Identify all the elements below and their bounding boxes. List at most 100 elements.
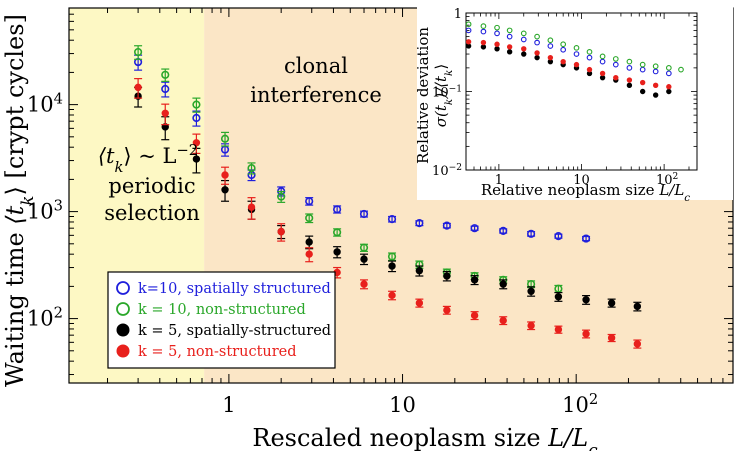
inset-data-point — [652, 92, 659, 98]
data-point — [134, 78, 143, 99]
data-point — [192, 97, 201, 113]
data-point — [554, 325, 563, 334]
data-point — [470, 311, 479, 321]
inset-data-point — [506, 44, 513, 50]
data-point — [247, 197, 256, 220]
inset-data-point — [586, 66, 593, 73]
data-point — [499, 279, 508, 290]
inset-data-point — [534, 33, 540, 40]
data-point — [360, 253, 369, 266]
data-point — [305, 197, 314, 206]
legend-item: k = 5, non-structured — [116, 344, 297, 360]
inset-data-point — [612, 61, 619, 68]
legend-marker — [116, 323, 130, 337]
data-point — [277, 223, 286, 242]
y-axis-label: Waiting time ⟨tk⟩ [crypt cycles] — [1, 14, 37, 387]
inset-data-point — [666, 88, 672, 95]
legend: k=10, spatially structured k = 10, non-st… — [107, 271, 336, 369]
legend-item: k = 10, non-structured — [116, 302, 306, 318]
x-tick-label: 102 — [562, 391, 598, 418]
inset-data-point — [626, 77, 633, 83]
data-point — [161, 68, 170, 82]
inset-data-point — [586, 48, 593, 55]
inset-data-point — [573, 61, 580, 68]
legend-label: k=10, spatially structured — [138, 281, 331, 297]
data-point — [581, 234, 591, 243]
x-tick-label: 10 — [389, 393, 416, 417]
data-point — [161, 103, 170, 126]
inset-y-axis-label-line2: σ(tk)/⟨tk⟩ — [432, 64, 455, 128]
inset-data-point — [652, 68, 659, 75]
inset-chart: 1 10 102 1 10−1 10−2 Relative neoplasm size L/… — [414, 0, 733, 204]
inset-data-point — [465, 27, 472, 34]
inset-y-axis-label-line1: Relative deviation — [414, 27, 432, 164]
inset-data-point — [560, 58, 566, 65]
inset-data-point — [599, 53, 606, 60]
data-point — [633, 339, 642, 349]
data-point — [333, 205, 342, 214]
inset-data-point — [599, 70, 606, 77]
data-point — [526, 229, 536, 238]
legend-item: k = 5, spatially-structured — [116, 323, 331, 339]
legend-label: k = 5, spatially-structured — [138, 323, 331, 339]
inset-data-point — [665, 65, 672, 71]
inset-data-point — [465, 39, 472, 45]
data-point — [415, 298, 424, 308]
inset-x-axis-label: Relative neoplasm size L/Lc — [481, 181, 690, 204]
data-point — [554, 232, 563, 241]
inset-data-point — [494, 24, 500, 31]
data-point — [442, 305, 451, 315]
data-point — [607, 298, 616, 308]
data-point — [499, 226, 508, 236]
inset-data-point — [666, 84, 672, 90]
x-axis-label: Rescaled neoplasm size L/Lc — [252, 424, 598, 451]
data-point — [582, 329, 591, 339]
chart-labels: 1 10 102 102 103 104 Rescaled neoplasm size L/… — [1, 14, 598, 451]
inset-data-point — [639, 88, 646, 95]
inset-data-point — [534, 54, 540, 61]
data-point — [415, 265, 424, 277]
inset-data-point — [494, 30, 500, 37]
region-label-clonal-interference: clonal — [284, 54, 348, 78]
inset-y-tick-label: 10−2 — [432, 163, 462, 179]
inset-data-point — [520, 36, 527, 43]
inset-x-tick-label: 1 — [495, 173, 503, 188]
inset-data-point — [506, 33, 513, 40]
data-point — [305, 213, 314, 224]
data-point — [221, 166, 230, 185]
legend-label: k = 10, non-structured — [138, 302, 306, 318]
data-point — [442, 221, 451, 230]
data-point — [359, 243, 369, 252]
data-point — [333, 228, 342, 237]
data-points — [134, 45, 642, 349]
inset-data-point — [547, 43, 554, 49]
data-point — [582, 295, 591, 305]
legend-marker — [116, 302, 130, 316]
inset-data-point — [652, 63, 659, 70]
inset-data-point — [573, 44, 580, 51]
inset-data-point — [521, 46, 527, 52]
data-point — [527, 286, 536, 297]
legend-marker — [116, 344, 130, 358]
inset-data-point — [547, 37, 554, 44]
data-point — [134, 45, 143, 60]
inset-data-point — [480, 44, 487, 50]
inset-data-point — [534, 39, 540, 46]
inset-data-point — [652, 82, 659, 88]
inset-data-point — [573, 51, 580, 57]
legend-item: k=10, spatially structured — [116, 281, 331, 297]
inset-data-point — [480, 23, 487, 29]
data-point — [527, 321, 536, 331]
data-point — [633, 301, 642, 312]
inset-y-tick-label: 10−1 — [432, 85, 462, 101]
inset-data-point — [480, 39, 487, 46]
data-point — [387, 252, 397, 261]
data-point — [470, 224, 479, 233]
data-point — [554, 291, 563, 302]
inset-data-point — [521, 51, 527, 57]
data-point — [192, 133, 201, 154]
data-point — [470, 275, 479, 286]
data-point — [388, 260, 397, 273]
data-point — [220, 131, 230, 147]
y-tick-label: 103 — [27, 197, 63, 224]
